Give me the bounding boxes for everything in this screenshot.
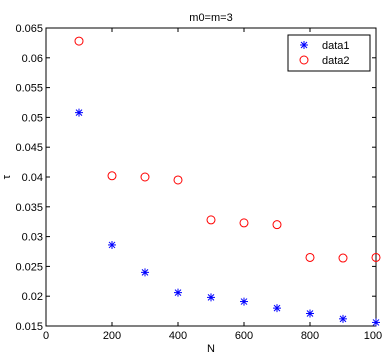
legend-label-data2: data2 xyxy=(322,55,350,67)
data1-point xyxy=(75,108,83,117)
legend-box xyxy=(287,34,371,72)
data1-point xyxy=(306,309,314,318)
y-tick-label: 0.035 xyxy=(15,202,43,214)
data2-point xyxy=(371,252,381,262)
x-axis-label: N xyxy=(207,343,215,355)
data2-point xyxy=(206,215,216,225)
y-tick-label: 0.03 xyxy=(22,232,43,244)
data2-point xyxy=(173,175,183,185)
y-tick-label: 0.015 xyxy=(15,321,43,333)
data1-point xyxy=(207,293,215,302)
y-tick-label: 0.025 xyxy=(15,261,43,273)
data2-point xyxy=(107,171,117,181)
legend-label-data1: data1 xyxy=(322,40,350,52)
data1-point xyxy=(141,268,149,277)
x-tick-label: 800 xyxy=(301,330,319,342)
data2-point xyxy=(338,253,348,263)
data2-point xyxy=(272,220,282,230)
chart-title: m0=m=3 xyxy=(189,12,232,24)
x-tick-label: 200 xyxy=(103,330,121,342)
x-tick-label: 400 xyxy=(169,330,187,342)
data1-point xyxy=(372,318,380,327)
x-tick-label: 0 xyxy=(43,330,49,342)
legend-asterisk-icon xyxy=(300,41,308,49)
data2-point xyxy=(305,252,315,262)
legend-marker-data1 xyxy=(300,41,308,49)
plot-area xyxy=(45,27,377,327)
data1-point xyxy=(273,304,281,313)
y-tick-label: 0.06 xyxy=(22,53,43,65)
y-tick-label: 0.05 xyxy=(22,112,43,124)
data2-point xyxy=(140,172,150,182)
legend-marker-data2 xyxy=(299,55,309,65)
y-axis-label: τ xyxy=(1,174,13,179)
data1-point xyxy=(174,288,182,297)
data1-point xyxy=(108,240,116,249)
legend-circle-icon xyxy=(299,55,309,65)
data2-point xyxy=(239,218,249,228)
y-tick-label: 0.045 xyxy=(15,142,43,154)
data1-point xyxy=(240,297,248,306)
data-marks xyxy=(74,36,381,327)
y-tick-label: 0.055 xyxy=(15,83,43,95)
data1-point xyxy=(339,314,347,323)
y-tick-label: 0.02 xyxy=(22,291,43,303)
y-tick-label: 0.04 xyxy=(22,172,43,184)
legend: data1 data2 xyxy=(287,34,371,72)
y-tick-label: 0.065 xyxy=(15,23,43,35)
x-tick-label: 600 xyxy=(235,330,253,342)
data2-point xyxy=(74,36,84,46)
